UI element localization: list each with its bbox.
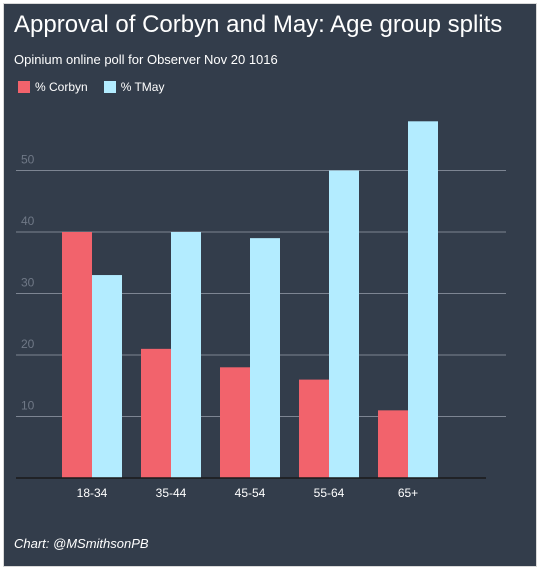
x-tick-label-35-44: 35-44: [156, 486, 187, 500]
y-tick-label-40: 40: [21, 214, 35, 228]
chart-title: Approval of Corbyn and May: Age group sp…: [14, 11, 503, 38]
y-tick-label-50: 50: [21, 153, 35, 167]
y-tick-label-30: 30: [21, 276, 35, 290]
y-tick-label-20: 20: [21, 337, 35, 351]
bar-corbyn-18-34: [62, 232, 92, 478]
legend-label-corbyn: % Corbyn: [35, 80, 88, 94]
bar-corbyn-55-64: [299, 379, 329, 478]
bar-corbyn-35-44: [141, 348, 171, 478]
chart-credit: Chart: @MSmithsonPB: [14, 536, 149, 551]
y-tick-label-10: 10: [21, 399, 35, 413]
x-tick-label-55-64: 55-64: [314, 486, 345, 500]
x-tick-label-65+: 65+: [398, 486, 418, 500]
bar-corbyn-65+: [378, 410, 408, 478]
chart-card: Approval of Corbyn and May: Age group sp…: [3, 3, 537, 567]
plot-area: 10 20 30 40 50 18-34 35-44 45-54 55-64 65+: [16, 121, 506, 500]
legend-swatch-tmay: [103, 81, 116, 93]
bar-tmay-18-34: [92, 275, 122, 478]
bar-tmay-45-54: [250, 238, 280, 478]
legend-label-tmay: % TMay: [120, 80, 165, 94]
bar-tmay-55-64: [329, 170, 359, 478]
bar-tmay-65+: [408, 121, 438, 479]
x-tick-label-18-34: 18-34: [77, 486, 108, 500]
legend-item-tmay[interactable]: % TMay: [103, 80, 165, 94]
legend-swatch-corbyn: [18, 81, 30, 93]
chart-subtitle: Opinium online poll for Observer Nov 20 …: [14, 52, 278, 67]
legend-item-corbyn[interactable]: % Corbyn: [18, 80, 88, 94]
bar-tmay-35-44: [171, 232, 201, 478]
bar-corbyn-45-54: [220, 367, 250, 478]
x-tick-label-45-54: 45-54: [235, 486, 266, 500]
legend: % Corbyn % TMay: [18, 80, 180, 94]
